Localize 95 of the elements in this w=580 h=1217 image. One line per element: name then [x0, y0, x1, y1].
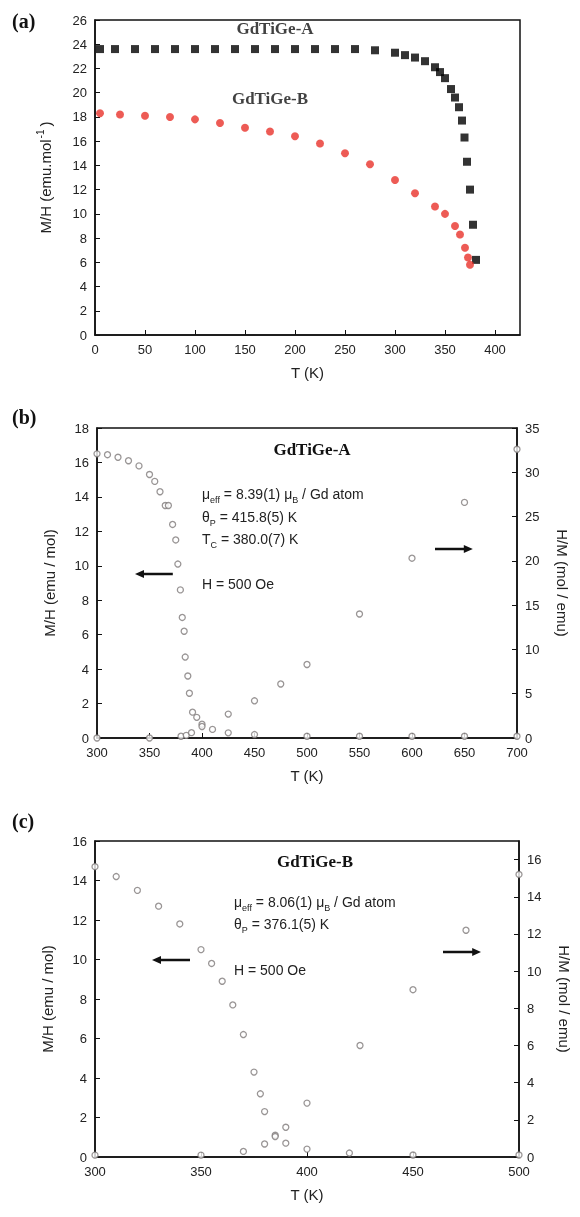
y-tick-label: 16	[72, 833, 87, 849]
y-tick-label: 18	[74, 420, 89, 436]
annotation: μ$_{eff}$ = 8.06(1) μ$_{B}$ / Gd atom	[234, 894, 396, 913]
y-tick-label: 4	[79, 1070, 87, 1086]
x-tick-label: 400	[191, 745, 213, 760]
annotation: H = 500 Oe	[234, 962, 306, 978]
x-tick-label: 150	[234, 342, 256, 357]
y-tick-label: 2	[79, 303, 87, 319]
y2-axis-title: H/M (mol / emu)	[554, 529, 571, 637]
y-tick-label: 8	[81, 592, 89, 608]
y-tick-label: 10	[72, 952, 87, 967]
y-tick-label: 2	[81, 696, 89, 712]
text: GdTiGe-A	[273, 440, 352, 459]
x-tick-label: 350	[138, 745, 161, 760]
y2-tick-label: 5	[525, 686, 533, 702]
y2-tick-label: 0	[525, 730, 533, 746]
x-tick-label: 300	[84, 1164, 106, 1179]
x-tick-label: 450	[402, 1164, 424, 1179]
y-tick-label: 6	[79, 254, 87, 270]
x-tick-label: 400	[296, 1164, 318, 1179]
x-tick-label: 700	[506, 745, 528, 760]
y-tick-label: 16	[74, 454, 89, 470]
x-tick-label: 600	[401, 745, 423, 760]
y2-tick-label: 2	[527, 1112, 535, 1128]
text: (c)	[12, 810, 35, 833]
x-tick-label: 300	[384, 342, 406, 357]
y-tick-label: 14	[72, 873, 87, 888]
y-tick-label: 6	[81, 627, 89, 643]
x-tick-label: 650	[453, 745, 476, 760]
y2-tick-label: 16	[527, 852, 542, 868]
y2-tick-label: 8	[527, 1000, 535, 1016]
x-tick-label: 550	[348, 745, 371, 760]
x-tick-label: 300	[86, 745, 108, 760]
x-tick-label: 400	[484, 342, 506, 357]
y2-tick-label: 30	[525, 464, 540, 480]
annotation: T$_{C}$ = 380.0(7) K	[202, 531, 299, 550]
text: (a)	[12, 10, 36, 33]
x-tick-label: 250	[334, 342, 356, 357]
y2-tick-label: 10	[527, 963, 542, 979]
y2-tick-label: 35	[525, 420, 540, 436]
y2-axis-title: H/M (mol / emu)	[556, 945, 573, 1053]
y-tick-label: 10	[74, 558, 89, 574]
y-tick-label: 8	[79, 991, 87, 1007]
y-axis-title: M/H (emu / mol)	[41, 529, 58, 637]
y2-tick-label: 25	[525, 509, 540, 525]
x-tick-label: 50	[137, 342, 153, 357]
y2-tick-label: 10	[525, 641, 540, 657]
y-tick-label: 0	[81, 730, 89, 746]
y-tick-label: 12	[74, 523, 89, 539]
y-tick-label: 6	[79, 1031, 87, 1046]
y-tick-label: 12	[72, 182, 87, 198]
y2-tick-label: 12	[527, 926, 542, 942]
y-tick-label: 2	[79, 1110, 87, 1125]
y-tick-label: 10	[72, 206, 87, 222]
y2-tick-label: 14	[527, 889, 542, 905]
y2-tick-label: 4	[527, 1075, 535, 1091]
series-label: GdTiGe-B	[231, 89, 309, 109]
x-tick-label: 0	[91, 342, 99, 357]
y-tick-label: 18	[72, 109, 87, 125]
y-tick-label: 12	[72, 912, 87, 928]
annotation: μ$_{eff}$ = 8.39(1) μ$_{B}$ / Gd atom	[202, 486, 364, 505]
y-tick-label: 14	[72, 157, 87, 173]
x-tick-label: 100	[184, 342, 206, 357]
y-tick-label: 24	[72, 36, 87, 52]
x-axis-title: T (K)	[290, 767, 324, 784]
y-axis-title: M/H (emu.mol-1)	[34, 121, 54, 234]
y-tick-label: 0	[79, 327, 87, 343]
y2-tick-label: 6	[527, 1037, 535, 1053]
x-tick-label: 350	[190, 1164, 212, 1179]
y-tick-label: 8	[79, 230, 87, 246]
y-tick-label: 16	[72, 133, 87, 149]
text: GdTiGe-B	[276, 852, 354, 871]
y-tick-label: 20	[72, 85, 87, 101]
y-tick-label: 4	[81, 661, 89, 677]
y-axis-title: M/H (emu / mol)	[39, 945, 56, 1053]
text: (b)	[12, 406, 37, 429]
y-tick-label: 14	[74, 489, 89, 505]
x-tick-label: 350	[434, 342, 456, 357]
annotation: H = 500 Oe	[202, 576, 274, 592]
y2-tick-label: 15	[525, 597, 540, 613]
y-tick-label: 4	[79, 279, 87, 295]
x-tick-label: 200	[284, 342, 306, 357]
annotation: θ$_{P}$ = 415.8(5) K	[202, 509, 298, 528]
x-tick-label: 450	[243, 745, 266, 760]
y2-tick-label: 0	[527, 1149, 535, 1165]
y2-tick-label: 20	[525, 553, 540, 569]
y-tick-label: 22	[72, 60, 87, 76]
y-tick-label: 0	[79, 1149, 87, 1165]
series-label: GdTiGe-A	[236, 19, 315, 39]
x-axis-title: T (K)	[290, 364, 325, 381]
annotation: θ$_{P}$ = 376.1(5) K	[234, 916, 330, 935]
x-axis-title: T (K)	[290, 1186, 324, 1203]
y-tick-label: 26	[72, 12, 87, 28]
x-tick-label: 500	[508, 1164, 530, 1179]
x-tick-label: 500	[296, 745, 318, 760]
